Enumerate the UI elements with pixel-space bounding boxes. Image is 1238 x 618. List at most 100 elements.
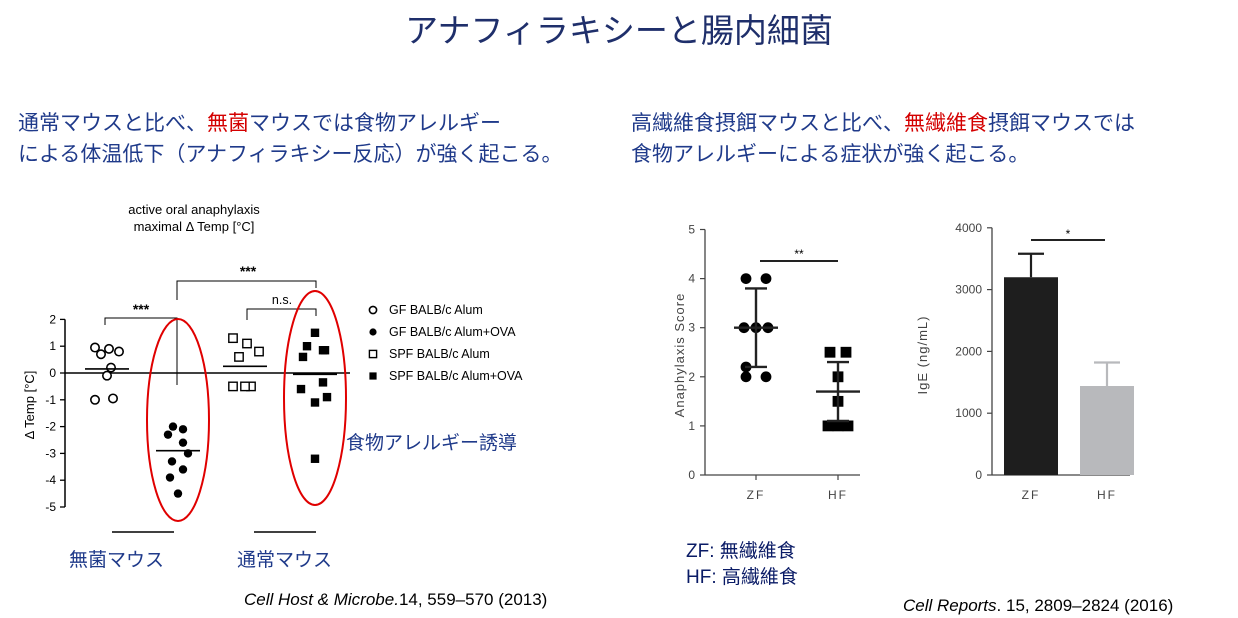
left-citation: Cell Host & Microbe.14, 559–570 (2013) (244, 590, 547, 610)
chart1-sig-bracket (104, 317, 178, 325)
diet-hf-label: HF: 高繊維食 (686, 567, 798, 588)
chart1-ytick-label: 0 (49, 366, 56, 380)
right-headline-red: 無繊維食 (904, 111, 988, 135)
chart1-significance: *** *** n.s. (104, 263, 317, 385)
left-headline: 通常マウスと比べ、無菌マウスでは食物アレルギー による体温低下（アナフィラキシー… (18, 108, 563, 170)
chart1-point (104, 343, 115, 354)
chart1-sig-label: n.s. (272, 293, 292, 307)
chart1-legend-label: GF BALB/c Alum+OVA (389, 325, 516, 339)
chart1-point (228, 333, 238, 344)
normal-mice-label: 通常マウス (237, 549, 333, 571)
right-headline-line2: 食物アレルギーによる症状が強く起こる。 (631, 142, 1030, 166)
chart1-legend-marker (369, 328, 377, 336)
chart3-axes: 0 1000 2000 3000 4000 ZF HF (955, 221, 1130, 502)
right-citation-rest: . 15, 2809–2824 (2016) (996, 596, 1174, 615)
chart1-ytick-label: 2 (49, 312, 56, 326)
chart1-ytick-label: -2 (45, 420, 56, 434)
chart1-ytick-label: -4 (45, 473, 56, 487)
right-citation: Cell Reports. 15, 2809–2824 (2016) (903, 596, 1173, 616)
chart2-xtick-label: HF (828, 488, 848, 502)
chart2-ytick-label: 4 (688, 272, 695, 286)
chart3-ytick-label: 2000 (955, 344, 982, 358)
chart1-title-line2: maximal Δ Temp [°C] (134, 219, 255, 234)
chart1-point (228, 381, 238, 392)
chart1-point (90, 342, 101, 353)
chart2-point (822, 420, 834, 432)
chart1-point (310, 454, 320, 463)
chart1-ylabel: Δ Temp [°C] (22, 371, 37, 440)
right-citation-journal: Cell Reports (903, 596, 997, 615)
diet-legend: ZF: 無繊維食 HF: 高繊維食 (686, 539, 798, 591)
right-headline: 高繊維食摂餌マウスと比べ、無繊維食摂餌マウスでは 食物アレルギーによる症状が強く… (631, 108, 1135, 170)
right-headline-pre: 高繊維食摂餌マウスと比べ、 (631, 111, 904, 135)
chart1-point (242, 338, 252, 349)
right-headline-post: 摂餌マウスでは (988, 111, 1135, 135)
chart2-point (740, 273, 752, 284)
chart1-points (85, 328, 337, 498)
chart1-point (114, 346, 125, 357)
chart2-significance: ** (760, 247, 838, 262)
chart1-sig-label: *** (240, 263, 257, 279)
chart2-ytick-label: 1 (688, 419, 695, 433)
chart3-ylabel: IgE (ng/mL) (915, 316, 930, 395)
page-title: アナフィラキシーと腸内細菌 (405, 11, 833, 50)
chart1-point (96, 349, 107, 360)
temperature-scatter-chart: active oral anaphylaxis maximal Δ Temp [… (22, 202, 523, 533)
chart1-legend-marker (368, 349, 378, 359)
diet-zf-label: ZF: 無繊維食 (686, 541, 796, 562)
chart2-point (840, 346, 852, 358)
chart3-xtick-label: ZF (1022, 488, 1041, 502)
chart1-point (90, 394, 101, 405)
chart3-ytick-label: 1000 (955, 406, 982, 420)
chart1-point (234, 352, 244, 362)
chart1-legend-marker (368, 305, 378, 315)
chart2-axes: 0 1 2 3 4 5 ZF HF (688, 223, 860, 502)
left-citation-journal: Cell Host & Microbe. (244, 590, 399, 609)
left-headline-pre: 通常マウスと比べ、 (18, 111, 207, 135)
chart1-point (310, 398, 320, 407)
chart2-sig-label: ** (794, 247, 804, 261)
left-headline-line1: 通常マウスと比べ、無菌マウスでは食物アレルギー (18, 108, 563, 139)
chart1-point (302, 342, 312, 351)
chart2-point (760, 371, 772, 383)
chart2-point (740, 371, 752, 383)
chart2-ytick-label: 3 (688, 321, 695, 335)
chart1-point (240, 381, 250, 392)
chart3-significance: * (1031, 227, 1105, 241)
chart1-y-axis: 2 1 0 -1 -2 -3 -4 -5 (45, 312, 350, 514)
chart2-ylabel: Anaphylaxis Score (672, 293, 687, 418)
chart1-point (165, 473, 175, 482)
right-headline-line1: 高繊維食摂餌マウスと比べ、無繊維食摂餌マウスでは (631, 108, 1135, 139)
chart1-sig-label: *** (133, 301, 150, 317)
left-headline-line2: による体温低下（アナフィラキシー反応）が強く起こる。 (18, 142, 563, 166)
chart3-bar (1004, 277, 1058, 475)
chart3-sig-label: * (1066, 227, 1071, 241)
chart1-ytick-label: -5 (45, 500, 56, 514)
chart2-point (842, 420, 854, 432)
gf-ova-ellipse (146, 318, 210, 522)
chart1-point (102, 370, 113, 381)
chart1-title-line1: active oral anaphylaxis (128, 202, 260, 217)
chart1-ytick-label: 1 (49, 339, 56, 353)
chart1-legend: GF BALB/c Alum GF BALB/c Alum+OVA SPF BALB… (368, 303, 523, 383)
chart3-bars (1004, 252, 1134, 475)
chart1-legend-marker (369, 372, 377, 380)
chart1-ytick-label: -3 (45, 446, 56, 460)
chart2-ytick-label: 2 (688, 370, 695, 384)
chart1-point (167, 457, 177, 466)
chart2-ytick-label: 5 (688, 223, 695, 237)
chart2-xtick-label: ZF (747, 488, 766, 502)
chart3-ytick-label: 3000 (955, 283, 982, 297)
food-allergy-induction-label: 食物アレルギー誘導 (346, 432, 518, 454)
chart2-ytick-label: 0 (688, 468, 695, 482)
chart1-point (254, 346, 264, 357)
chart1-point (310, 328, 320, 337)
chart2-point (832, 420, 844, 432)
anaphylaxis-score-chart: Anaphylaxis Score 0 1 2 3 4 5 ZF HF ** (672, 223, 860, 502)
chart1-point (178, 465, 188, 474)
chart1-point (296, 384, 306, 394)
chart2-point (824, 346, 836, 358)
chart1-point (322, 392, 332, 402)
left-headline-red: 無菌 (207, 111, 249, 135)
chart1-point (173, 489, 183, 498)
